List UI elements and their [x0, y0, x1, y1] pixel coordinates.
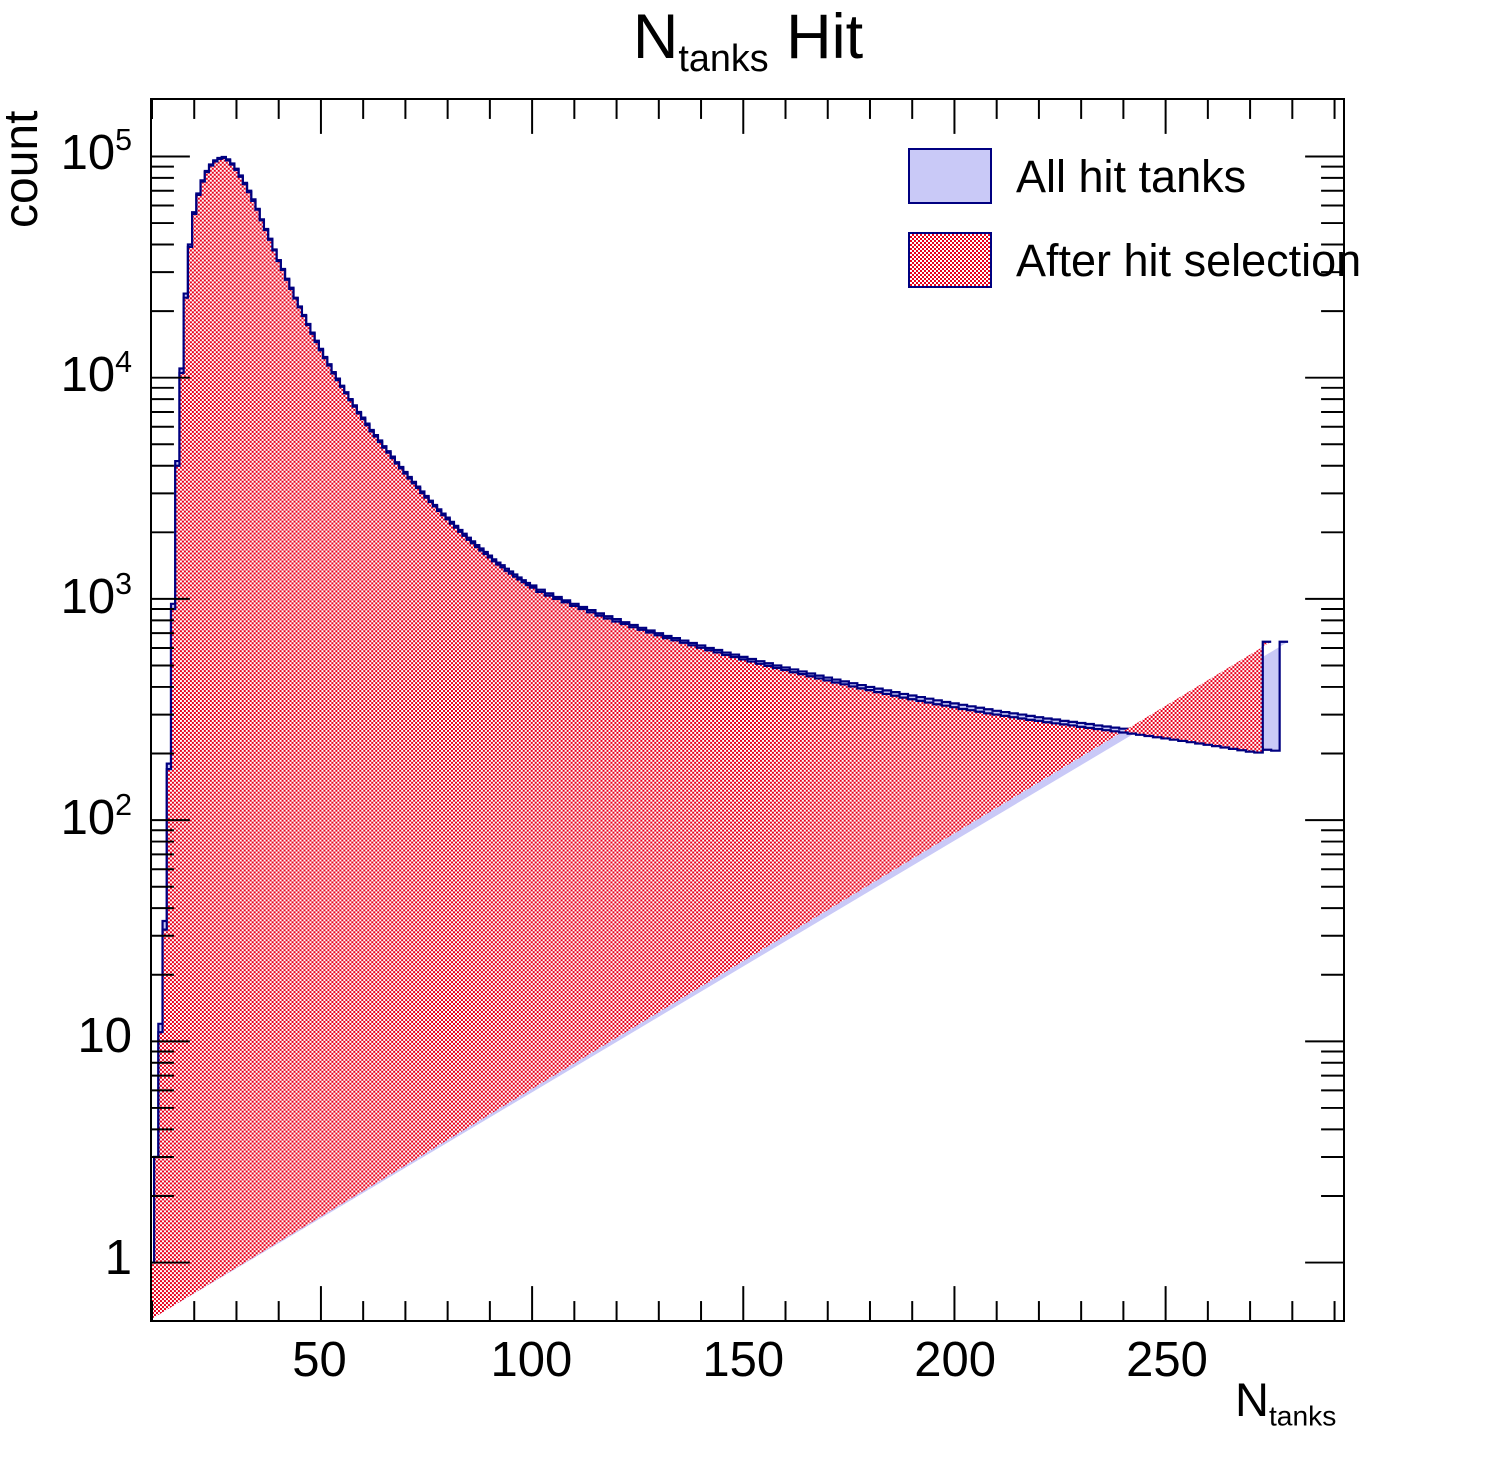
histogram-plot — [152, 100, 1343, 1320]
legend-entry-all-hit-tanks: All hit tanks — [900, 148, 1300, 208]
y-tick-label: 103 — [60, 566, 132, 624]
legend-entry-after-hit-selection: After hit selection — [900, 232, 1361, 292]
chart-legend: All hit tanks After hit selection — [900, 148, 1361, 292]
x-tick-label: 200 — [914, 1333, 997, 1387]
x-tick-label: 100 — [490, 1333, 573, 1387]
y-tick-label: 1 — [104, 1231, 132, 1286]
x-tick-label: 250 — [1126, 1333, 1208, 1387]
chart-title-main: N — [632, 2, 679, 72]
legend-label-all-hit-tanks: All hit tanks — [1016, 151, 1247, 202]
y-tick-label: 10 — [77, 1009, 132, 1064]
chart-title-tail: Hit — [768, 2, 864, 72]
histogram-series — [152, 156, 1272, 1319]
legend-label-after-hit-selection: After hit selection — [1016, 235, 1362, 286]
chart-title: Ntanks Hit — [0, 6, 1496, 79]
plot-frame — [150, 98, 1345, 1322]
x-tick-label: 50 — [292, 1333, 347, 1387]
legend-swatch-all-hit-tanks — [908, 148, 992, 204]
x-tick-label: 150 — [702, 1333, 785, 1387]
y-axis-title: count — [0, 110, 48, 228]
x-axis-title-main: N — [1235, 1373, 1269, 1426]
legend-swatch-after-hit-selection — [908, 232, 992, 288]
y-tick-label: 104 — [60, 344, 132, 402]
y-tick-label: 102 — [60, 788, 132, 846]
x-axis-title: Ntanks — [1235, 1372, 1336, 1433]
chart-title-subscript: tanks — [678, 37, 769, 80]
x-axis-title-subscript: tanks — [1268, 1399, 1337, 1432]
